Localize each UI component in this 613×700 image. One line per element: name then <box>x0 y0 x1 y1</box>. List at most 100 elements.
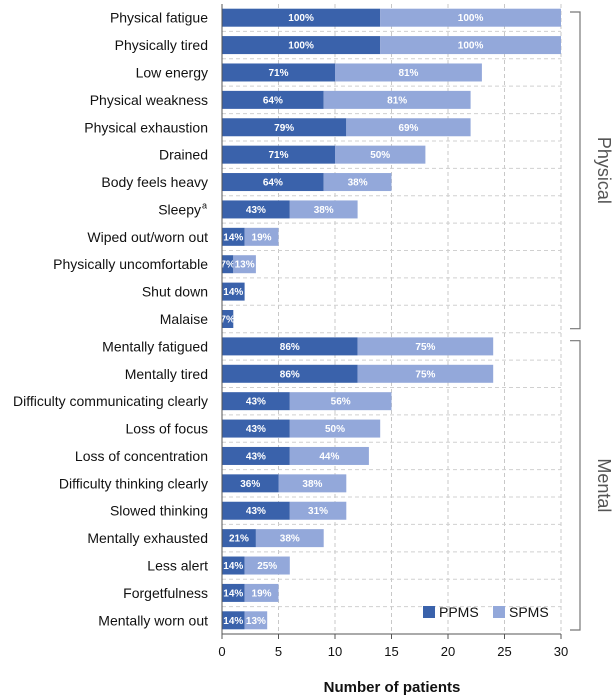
bar-spms-loss-of-focus <box>289 419 381 438</box>
legend: PPMS SPMS <box>423 604 549 620</box>
bar-ppms-forgetfulness <box>222 583 245 602</box>
bar-ppms-malaise <box>222 310 234 328</box>
grid-lines <box>278 4 562 634</box>
bar-ppms-low-energy <box>222 63 335 82</box>
bar-ppms-physical-weakness <box>222 90 324 109</box>
group-label-physical: Physical <box>594 137 613 204</box>
category-label-less-alert: Less alert <box>147 558 208 574</box>
data-label-spms-physically-uncomfortable: 13% <box>235 260 255 271</box>
legend-swatch-spms <box>493 606 505 618</box>
data-label-spms-physical-exhaustion: 69% <box>398 123 418 134</box>
category-label-difficulty-communicating-clearly: Difficulty communicating clearly <box>13 393 208 409</box>
category-labels: Physical fatigue Physically tired Low ener… <box>13 10 208 629</box>
category-label-drained: Drained <box>159 147 208 163</box>
category-label-mentally-fatigued: Mentally fatigued <box>102 338 208 354</box>
legend-swatch-ppms <box>423 606 435 618</box>
data-label-ppms-difficulty-thinking-clearly: 36% <box>240 479 260 490</box>
data-label-spms-mentally-fatigued: 75% <box>415 342 435 353</box>
data-label-spms-forgetfulness: 19% <box>252 588 272 599</box>
data-label-ppms-physically-tired: 100% <box>288 41 314 52</box>
bar-ppms-loss-of-concentration <box>222 446 290 465</box>
data-label-spms-mentally-tired: 75% <box>415 369 435 380</box>
bar-spms-mentally-fatigued <box>357 337 494 356</box>
bar-ppms-physical-exhaustion <box>222 118 347 137</box>
data-label-spms-body-feels-heavy: 38% <box>348 178 368 189</box>
x-tick-label-0: 0 <box>218 644 225 659</box>
bar-ppms-physical-fatigue <box>222 8 381 27</box>
data-label-ppms-loss-of-focus: 43% <box>246 424 266 435</box>
bar-spms-sleepy <box>289 200 358 219</box>
bar-spms-mentally-tired <box>357 364 494 383</box>
bar-ppms-mentally-tired <box>222 364 358 383</box>
bar-spms-slowed-thinking <box>289 501 347 520</box>
bar-spms-difficulty-thinking-clearly <box>278 474 347 493</box>
bar-spms-physical-exhaustion <box>346 118 471 137</box>
bar-ppms-physically-tired <box>222 36 381 55</box>
data-label-spms-mentally-worn-out: 13% <box>246 616 266 627</box>
data-label-ppms-wiped-out-worn-out: 14% <box>223 232 243 243</box>
x-tick-label-5: 5 <box>275 644 282 659</box>
bar-spms-mentally-worn-out <box>244 611 268 630</box>
data-label-ppms-loss-of-concentration: 43% <box>246 451 266 462</box>
category-label-malaise: Malaise <box>160 311 208 327</box>
bar-spms-drained <box>335 145 426 164</box>
data-label-ppms-mentally-tired: 86% <box>280 369 300 380</box>
category-label-shut-down: Shut down <box>142 284 208 300</box>
data-label-spms-loss-of-concentration: 44% <box>319 451 339 462</box>
data-label-spms-sleepy: 38% <box>314 205 334 216</box>
bar-ppms-shut-down <box>222 282 245 301</box>
x-tick-label-30: 30 <box>554 644 568 659</box>
x-tick-label-15: 15 <box>384 644 398 659</box>
data-label-ppms-physical-exhaustion: 79% <box>274 123 294 134</box>
group-bracket-mental <box>570 340 581 631</box>
data-label-ppms-sleepy: 43% <box>246 205 266 216</box>
category-label-mentally-worn-out: Mentally worn out <box>98 612 208 628</box>
x-tick-label-20: 20 <box>441 644 455 659</box>
group-brackets: Physical Mental <box>570 11 613 631</box>
data-label-ppms-malaise: 7% <box>220 315 235 326</box>
bar-ppms-mentally-worn-out <box>222 611 245 630</box>
bar-spms-forgetfulness <box>244 583 279 602</box>
data-label-spms-loss-of-focus: 50% <box>325 424 345 435</box>
data-label-ppms-physical-weakness: 64% <box>263 95 283 106</box>
bar-ppms-physically-uncomfortable <box>222 255 234 274</box>
category-label-mentally-tired: Mentally tired <box>125 366 208 382</box>
category-label-difficulty-thinking-clearly: Difficulty thinking clearly <box>59 475 208 491</box>
bar-ppms-drained <box>222 145 335 164</box>
data-label-ppms-shut-down: 14% <box>223 287 243 298</box>
bar-spms-loss-of-concentration <box>289 446 369 465</box>
category-label-loss-of-concentration: Loss of concentration <box>75 448 208 464</box>
data-label-spms-drained: 50% <box>370 150 390 161</box>
data-label-spms-mentally-exhausted: 38% <box>280 534 300 545</box>
legend-label-ppms: PPMS <box>439 604 479 620</box>
bar-spms-physical-weakness <box>323 90 471 109</box>
bar-spms-body-feels-heavy <box>323 173 392 192</box>
group-bracket-physical <box>570 11 581 330</box>
category-label-slowed-thinking: Slowed thinking <box>110 503 208 519</box>
bar-spms-mentally-exhausted <box>255 529 324 548</box>
bar-spms-low-energy <box>335 63 482 82</box>
data-label-ppms-difficulty-communicating-clearly: 43% <box>246 397 266 408</box>
data-label-spms-less-alert: 25% <box>257 561 277 572</box>
data-label-spms-physically-tired: 100% <box>458 41 484 52</box>
category-label-physical-weakness: Physical weakness <box>90 92 208 108</box>
group-label-mental: Mental <box>594 458 613 512</box>
category-label-physical-exhaustion: Physical exhaustion <box>84 119 208 135</box>
data-label-ppms-low-energy: 71% <box>268 68 288 79</box>
data-label-ppms-less-alert: 14% <box>223 561 243 572</box>
category-label-low-energy: Low energy <box>136 64 208 80</box>
data-label-spms-wiped-out-worn-out: 19% <box>252 232 272 243</box>
bar-spms-less-alert <box>244 556 290 575</box>
bar-spms-difficulty-communicating-clearly <box>289 392 392 411</box>
category-label-physically-tired: Physically tired <box>115 37 208 53</box>
category-label-loss-of-focus: Loss of focus <box>126 421 209 437</box>
data-label-ppms-drained: 71% <box>268 150 288 161</box>
data-label-spms-slowed-thinking: 31% <box>308 506 328 517</box>
bar-ppms-mentally-exhausted <box>222 529 256 548</box>
bar-spms-physically-tired <box>380 36 561 55</box>
category-label-forgetfulness: Forgetfulness <box>123 585 208 601</box>
category-label-body-feels-heavy: Body feels heavy <box>101 174 208 190</box>
bar-ppms-difficulty-thinking-clearly <box>222 474 279 493</box>
data-label-ppms-physically-uncomfortable: 7% <box>220 260 235 271</box>
data-label-ppms-mentally-fatigued: 86% <box>280 342 300 353</box>
